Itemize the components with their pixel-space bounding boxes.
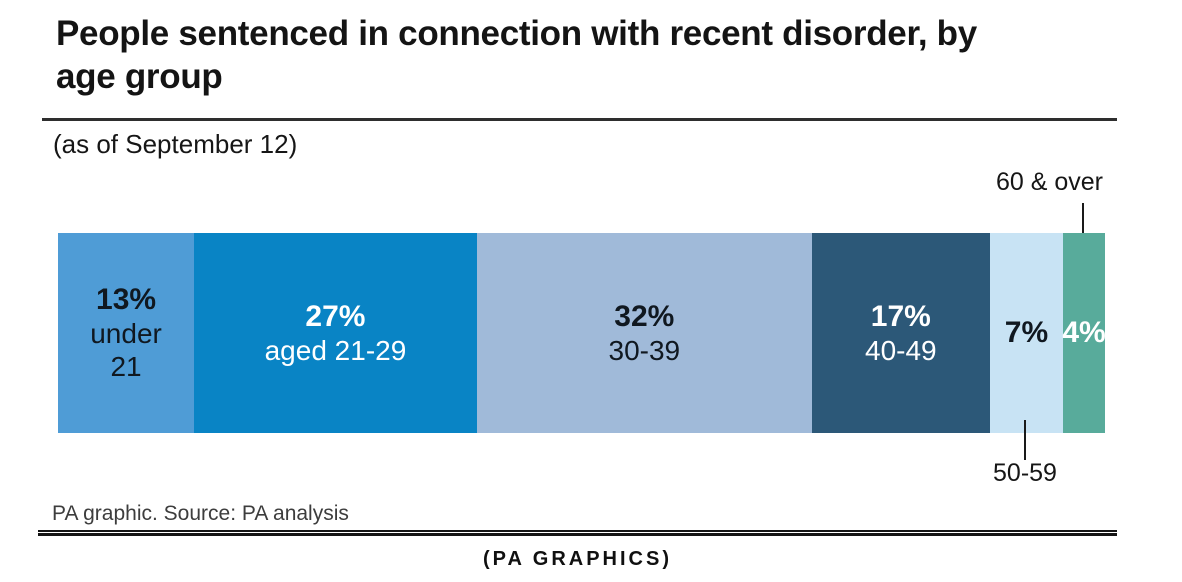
title-divider-rule [42,118,1117,121]
bar-segment-under-21: 13% under 21 [58,233,195,433]
segment-age-label: under [90,318,162,349]
stacked-bar: 13% under 21 27% aged 21-29 32% 30-39 17% 40-49 7… [58,233,1106,433]
bar-segment-30-39: 32% 30-39 [476,233,812,433]
callout-label-50-59: 50-59 [993,459,1057,487]
callout-label-60-and-over: 60 & over [995,168,1103,196]
page-title: People sentenced in connection with rece… [56,14,977,96]
bar-segment-40-49: 17% 40-49 [811,233,990,433]
chart-subtitle: (as of September 12) [53,129,298,159]
bar-segment-50-59: 7% [989,233,1064,433]
segment-age-label: 21 [110,351,142,382]
segment-value-label: 13% [96,283,157,316]
bar-segment-60-over: 4% [1062,233,1106,433]
segment-value-label: 4% [1062,316,1106,349]
footer-double-rule [38,530,1117,536]
segment-value-label: 32% [614,299,675,333]
callout-tick-50-59 [1024,420,1026,460]
segment-value-label: 27% [305,299,366,333]
segment-value-label: 7% [1004,316,1049,349]
source-note: PA graphic. Source: PA analysis [52,502,349,525]
segment-value-label: 17% [870,299,931,333]
credit-line: (PA GRAPHICS) [483,548,672,570]
bar-segment-aged-21-29: 27% aged 21-29 [194,233,477,433]
segment-age-label: 30-39 [608,334,681,366]
callout-tick-60-and-over [1082,203,1084,246]
segment-age-label: aged 21-29 [264,334,407,366]
segment-age-label: 40-49 [865,334,937,366]
